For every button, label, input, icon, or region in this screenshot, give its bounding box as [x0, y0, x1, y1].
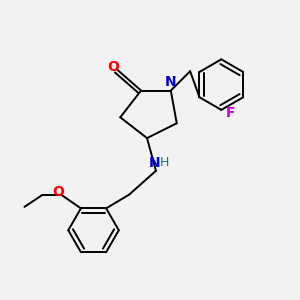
Text: N: N — [165, 75, 177, 89]
Text: F: F — [226, 106, 235, 120]
Text: O: O — [107, 60, 119, 74]
Text: N: N — [148, 156, 160, 170]
Text: O: O — [53, 185, 64, 199]
Text: H: H — [160, 156, 169, 169]
